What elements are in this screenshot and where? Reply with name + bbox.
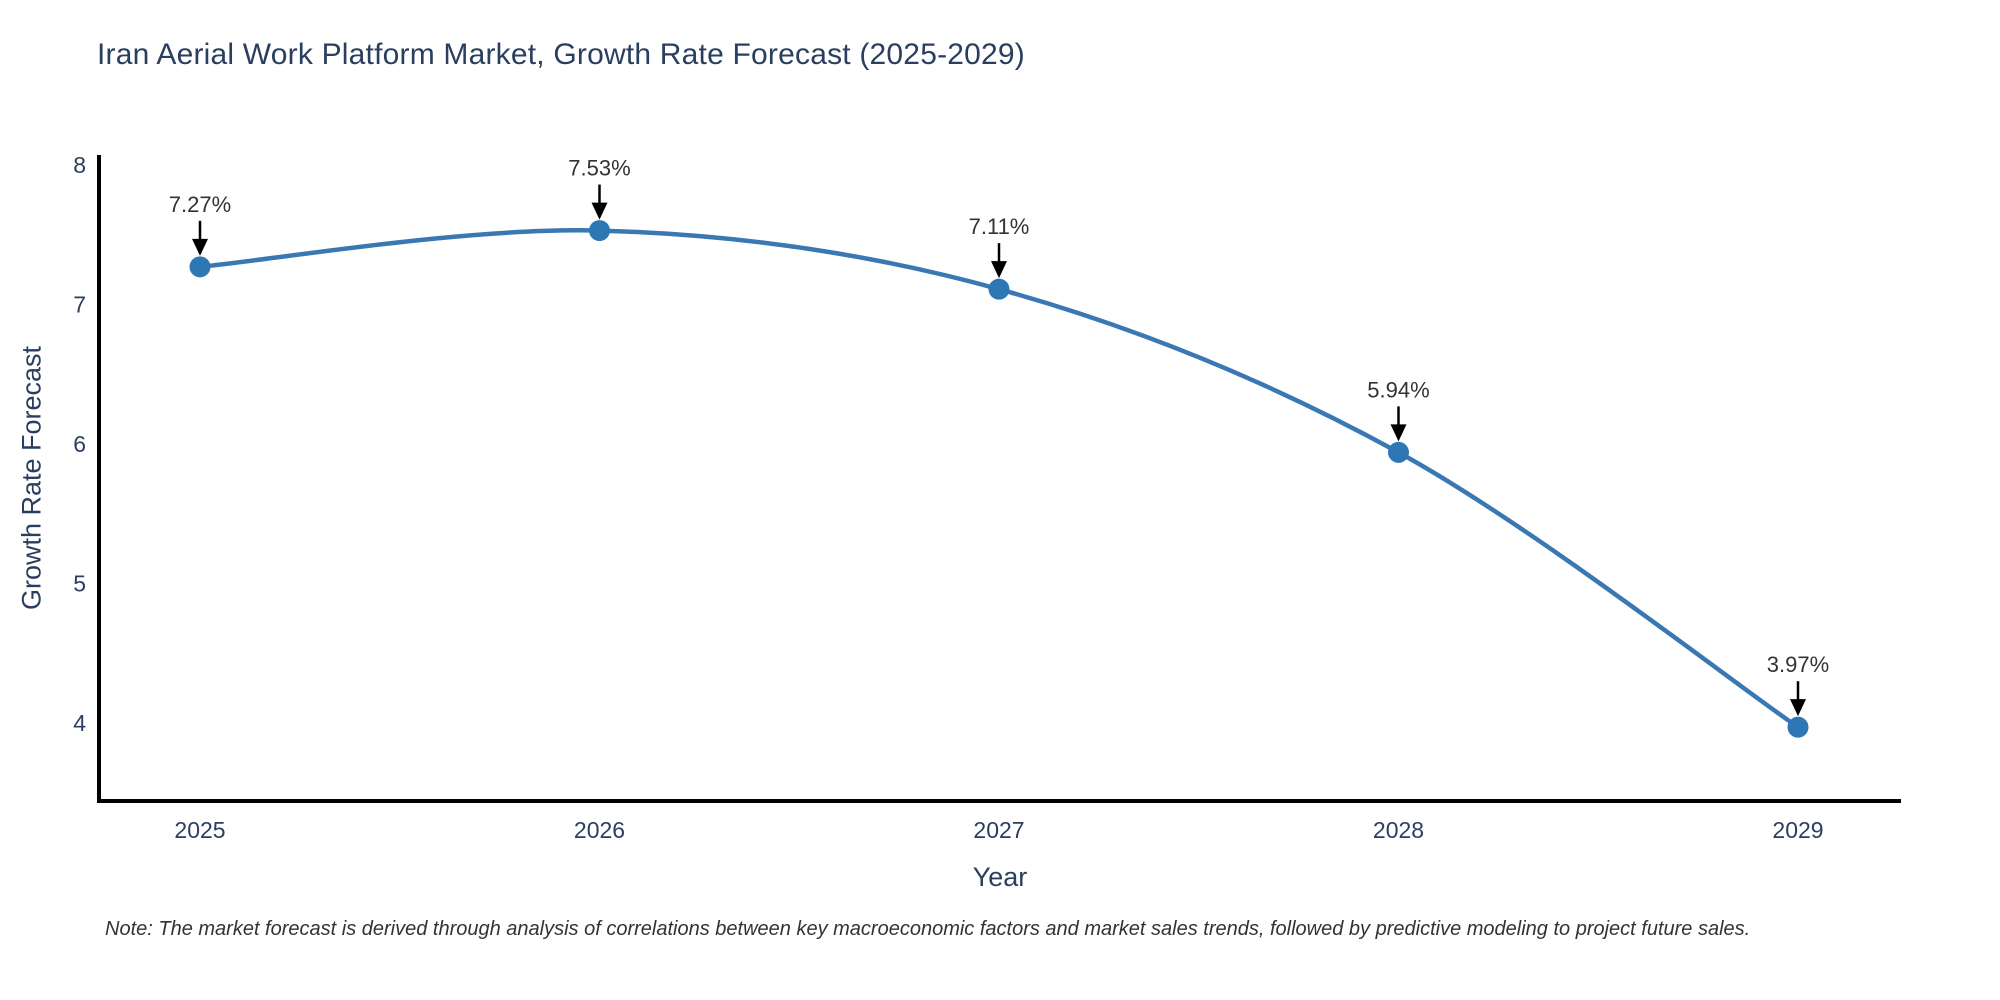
annotation-label-2027: 7.11% <box>969 214 1030 239</box>
data-point-2026[interactable] <box>589 220 610 242</box>
y-tick-label-6: 6 <box>73 431 86 457</box>
chart-title: Iran Aerial Work Platform Market, Growth… <box>97 38 1025 71</box>
x-tick-label-2026: 2026 <box>574 817 625 843</box>
trend-line <box>197 228 1801 730</box>
annotation-arrowhead-2025 <box>192 238 208 256</box>
y-tick-label-5: 5 <box>73 571 86 597</box>
annotation-label-2029: 3.97% <box>1767 652 1829 677</box>
annotation-label-2028: 5.94% <box>1367 377 1429 402</box>
annotation-arrowhead-2026 <box>591 202 608 220</box>
y-axis-title: Growth Rate Forecast <box>16 345 47 611</box>
x-tick-label-2029: 2029 <box>1772 817 1823 843</box>
annotation-label-2025: 7.27% <box>169 192 231 217</box>
annotation-label-2026: 7.53% <box>568 156 630 181</box>
y-tick-label-7: 7 <box>73 292 86 318</box>
data-point-2028[interactable] <box>1388 441 1409 463</box>
x-axis-title: Year <box>972 862 1028 892</box>
y-tick-label-8: 8 <box>73 152 86 178</box>
annotation-arrowhead-2027 <box>991 261 1007 279</box>
footnote: Note: The market forecast is derived thr… <box>105 918 1751 940</box>
data-point-2029[interactable] <box>1787 716 1809 738</box>
data-point-2027[interactable] <box>988 278 1010 300</box>
y-tick-label-4: 4 <box>73 710 86 736</box>
data-point-2025[interactable] <box>189 256 211 278</box>
x-tick-label-2025: 2025 <box>174 817 225 843</box>
x-tick-label-2028: 2028 <box>1373 817 1424 843</box>
annotation-arrowhead-2029 <box>1790 699 1806 717</box>
x-tick-label-2027: 2027 <box>973 817 1024 843</box>
annotation-arrowhead-2028 <box>1390 424 1407 442</box>
